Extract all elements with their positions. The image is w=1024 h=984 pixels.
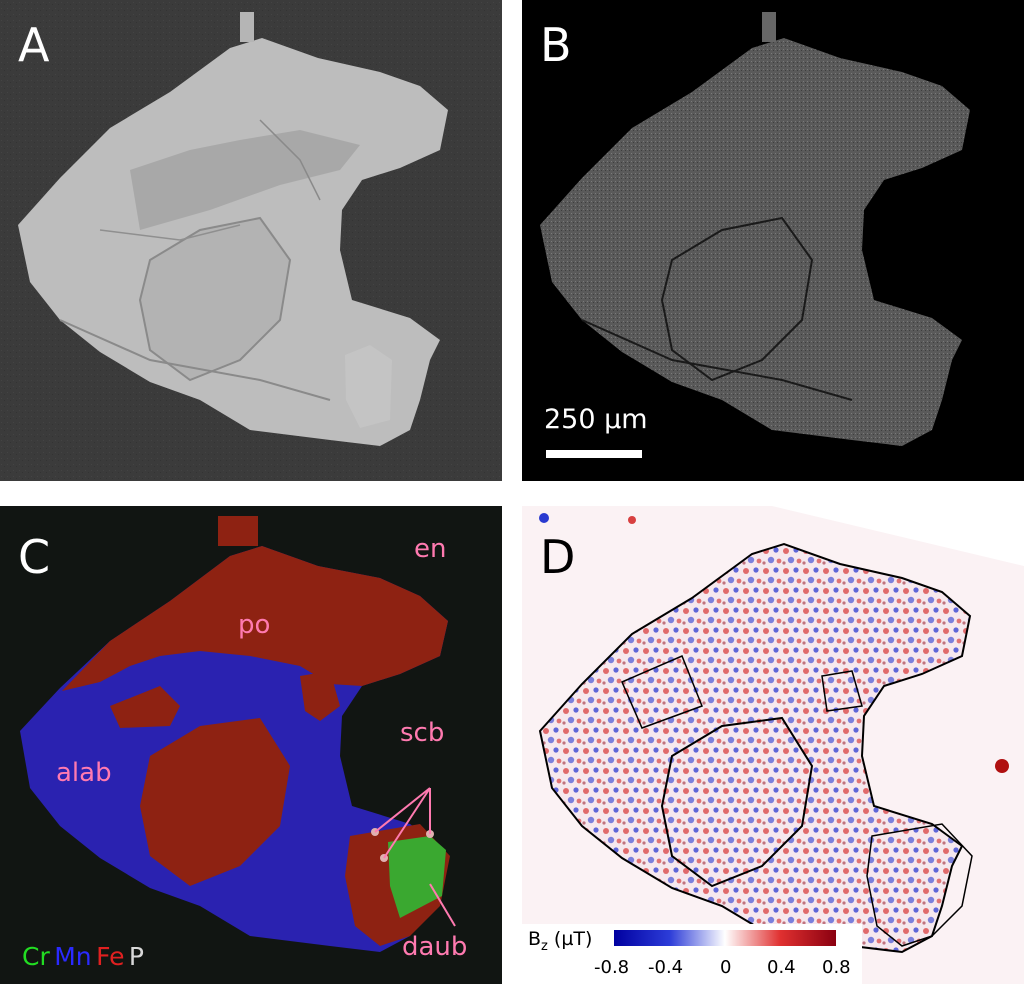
element-legend: Cr Mn Fe P	[22, 944, 144, 970]
grain-bse-image	[0, 0, 502, 481]
magnetic-field-map	[522, 506, 1024, 984]
colorbar-tick-3: 0	[720, 957, 732, 978]
scale-bar	[546, 450, 642, 458]
legend-mn: Mn	[54, 942, 92, 971]
colorbar-tick-1: -0.8	[594, 957, 630, 978]
colorbar-gradient	[614, 930, 836, 946]
panel-d-magnetic-map: D Bz (µT) -0.8 -0.4 0 0.4 0.8	[522, 506, 1024, 984]
phase-label-scb: scb	[400, 718, 445, 748]
colorbar-title-sub: z	[541, 938, 548, 954]
phase-label-daub: daub	[402, 932, 468, 962]
phase-label-en: en	[414, 534, 447, 564]
panel-b-label: B	[540, 18, 572, 72]
legend-p: P	[128, 942, 144, 971]
phase-label-alab: alab	[56, 758, 112, 788]
scale-bar-label: 250 µm	[544, 404, 648, 435]
legend-fe: Fe	[96, 942, 125, 971]
colorbar-tick-4: 0.4	[767, 957, 796, 978]
legend-cr: Cr	[22, 942, 50, 971]
colorbar-title-unit: (µT)	[553, 928, 593, 950]
panel-c-element-map: C en po alab scb daub Cr Mn Fe P	[0, 506, 502, 984]
pyrrhotite-region	[62, 546, 448, 691]
colorbar-tick-5: 0.8	[822, 957, 851, 978]
phase-label-po: po	[238, 610, 271, 640]
panel-b-phosphorus-map: B 250 µm	[522, 0, 1024, 481]
panel-a-label: A	[18, 18, 50, 72]
colorbar-tick-2: -0.4	[648, 957, 684, 978]
colorbar-title-main: B	[528, 928, 542, 950]
panel-c-label: C	[18, 530, 51, 584]
grain-element-map	[20, 516, 456, 952]
panel-d-label: D	[540, 530, 576, 584]
grain-p-map	[540, 12, 970, 458]
panel-a-bse-image: A	[0, 0, 502, 481]
colorbar-title: Bz (µT)	[528, 928, 592, 954]
daubreelite-region	[388, 836, 446, 918]
